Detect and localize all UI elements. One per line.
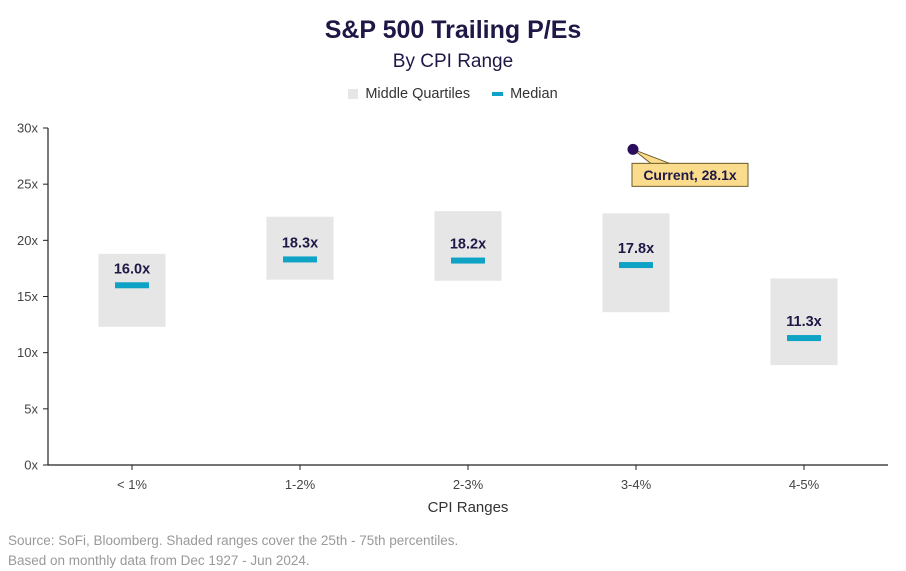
quartile-box <box>770 278 838 366</box>
legend-item-median: Median <box>492 86 558 102</box>
chart-subtitle: By CPI Range <box>392 51 514 72</box>
x-axis-label: CPI Ranges <box>428 499 509 516</box>
legend: Middle Quartiles Median <box>0 86 906 102</box>
y-tick-label: 25x <box>17 177 38 192</box>
median-bar <box>619 262 653 269</box>
median-bar <box>115 282 149 289</box>
legend-label-median: Median <box>510 86 558 102</box>
legend-label-quartiles: Middle Quartiles <box>365 86 471 102</box>
median-bar <box>787 335 821 342</box>
chart-plot: 0x 5x 10x 15x 20x 25x 30x 16.0x < 1% 18.3x 1-2% 18.… <box>17 121 888 516</box>
chart-title: S&P 500 Trailing P/Es <box>324 16 582 44</box>
y-tick-label: 15x <box>17 289 38 304</box>
quartile-box <box>266 216 334 280</box>
x-tick-label: < 1% <box>117 477 147 492</box>
quartile-box <box>98 253 166 327</box>
y-tick-label: 10x <box>17 345 38 360</box>
current-marker <box>627 143 639 155</box>
x-tick-label: 3-4% <box>621 477 652 492</box>
quartile-swatch <box>348 89 359 99</box>
x-tick-label: 2-3% <box>453 477 484 492</box>
quartile-box <box>434 211 502 281</box>
callout-box <box>631 162 749 187</box>
callout-label: Current, 28.1x <box>643 167 737 183</box>
median-bar <box>283 256 317 263</box>
callout-pointer <box>632 148 673 165</box>
source-note: Source: SoFi, Bloomberg. Shaded ranges c… <box>8 531 458 571</box>
median-label: 11.3x <box>786 314 822 330</box>
legend-item-quartiles: Middle Quartiles <box>348 86 470 102</box>
median-label: 18.2x <box>450 237 486 253</box>
x-tick-label: 4-5% <box>789 477 820 492</box>
median-label: 17.8x <box>618 241 654 257</box>
y-tick-label: 0x <box>24 458 38 473</box>
median-label: 16.0x <box>114 261 150 277</box>
x-tick-label: 1-2% <box>285 477 316 492</box>
median-label: 18.3x <box>282 235 318 251</box>
median-bar <box>451 257 485 264</box>
y-tick-label: 30x <box>17 121 38 136</box>
source-line-2: Based on monthly data from Dec 1927 - Ju… <box>8 553 310 568</box>
y-tick-label: 5x <box>24 401 38 416</box>
y-tick-label: 20x <box>17 233 38 248</box>
source-line-1: Source: SoFi, Bloomberg. Shaded ranges c… <box>8 533 459 548</box>
median-swatch <box>492 92 504 96</box>
